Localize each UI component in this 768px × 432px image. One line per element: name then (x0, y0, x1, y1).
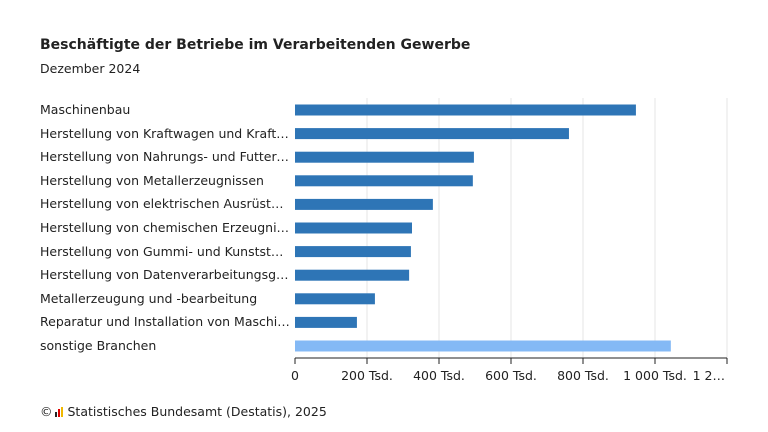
chart-title: Beschäftigte der Betriebe im Verarbeiten… (40, 37, 471, 53)
bar[interactable] (295, 269, 410, 281)
x-tick-label: 0 (291, 368, 299, 383)
chart-subtitle: Dezember 2024 (40, 61, 141, 76)
bar[interactable] (295, 246, 411, 258)
bar[interactable] (295, 293, 375, 305)
x-tick-label: 1 2… (693, 368, 725, 383)
copyright-symbol: © (40, 404, 53, 419)
bar[interactable] (295, 104, 636, 116)
bar[interactable] (295, 222, 412, 234)
x-tick-label: 600 Tsd. (485, 368, 537, 383)
source-text: Statistisches Bundesamt (Destatis), 2025 (67, 404, 327, 419)
x-tick-label: 1 000 Tsd. (623, 368, 687, 383)
x-tick-label: 200 Tsd. (341, 368, 393, 383)
destatis-logo-icon (54, 406, 63, 417)
footer: © Statistisches Bundesamt (Destatis), 20… (40, 404, 327, 419)
x-tick-label: 800 Tsd. (557, 368, 609, 383)
bar[interactable] (295, 316, 357, 328)
bar[interactable] (295, 198, 433, 210)
bar[interactable] (295, 175, 473, 187)
bar[interactable] (295, 340, 671, 352)
bar[interactable] (295, 151, 474, 163)
x-tick-label: 400 Tsd. (413, 368, 465, 383)
bar[interactable] (295, 128, 569, 140)
